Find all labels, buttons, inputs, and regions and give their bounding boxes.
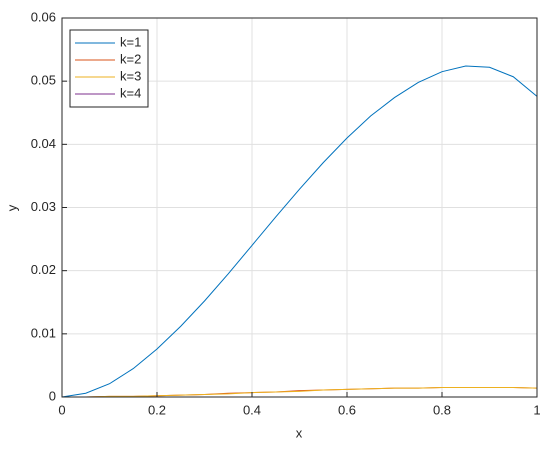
x-axis-label: x — [296, 425, 303, 440]
legend-label: k=1 — [120, 34, 141, 49]
line-series — [61, 65, 538, 398]
y-tick-label: 0.02 — [31, 262, 56, 277]
y-tick-label: 0.04 — [31, 136, 56, 151]
y-tick-label: 0 — [49, 388, 56, 403]
y-tick-label: 0.01 — [31, 325, 56, 340]
y-axis-label: y — [4, 204, 19, 211]
x-tick-label: 0.8 — [433, 402, 451, 417]
legend: k=1 k=2 k=3 k=4 — [69, 29, 149, 108]
x-tick-label: 0.2 — [148, 402, 166, 417]
y-tick-label: 0.06 — [31, 9, 56, 24]
x-tick-label: 1 — [533, 402, 540, 417]
line-series — [62, 387, 538, 398]
line-series — [62, 387, 538, 398]
y-tick-label: 0.03 — [31, 199, 56, 214]
legend-label: k=4 — [120, 85, 141, 100]
legend-label: k=3 — [120, 68, 141, 83]
x-tick-label: 0.4 — [243, 402, 261, 417]
plot-frame — [61, 17, 538, 398]
x-tick-label: 0.6 — [338, 402, 356, 417]
y-tick-label: 0.05 — [31, 73, 56, 88]
legend-label: k=2 — [120, 51, 141, 66]
x-tick-label: 0 — [58, 402, 65, 417]
